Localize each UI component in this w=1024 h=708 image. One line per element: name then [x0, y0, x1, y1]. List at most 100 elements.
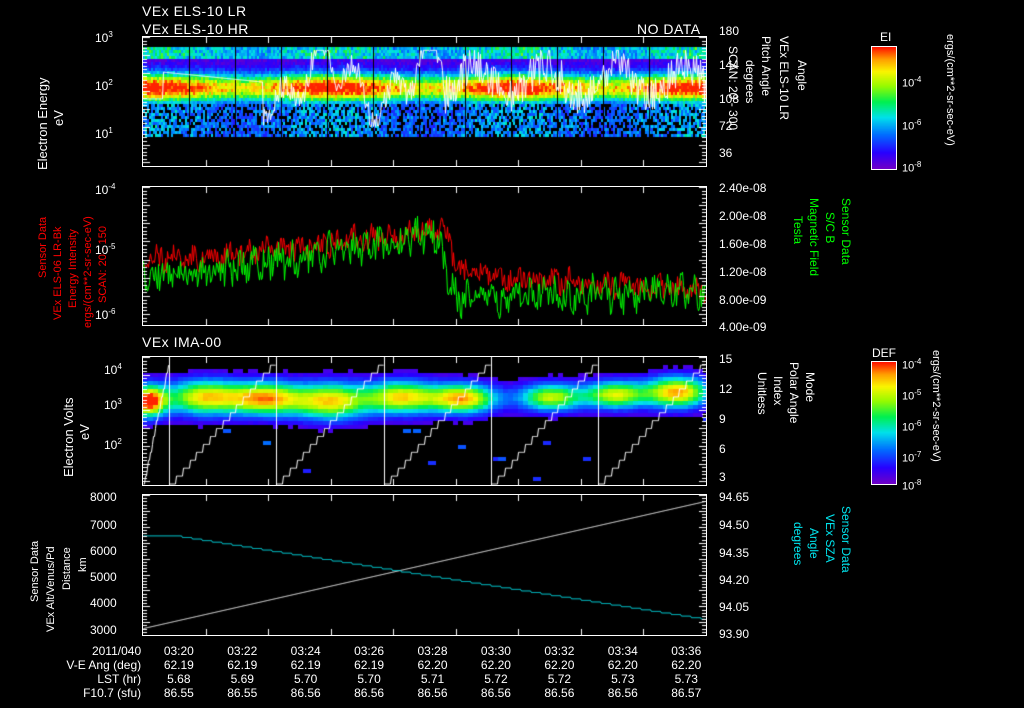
- panel1-plot-area[interactable]: [142, 36, 707, 167]
- table-row: V-E Ang (deg) 62.19 62.19 62.19 62.19 62.20 62…: [8, 658, 718, 672]
- table-cell: 86.56: [354, 686, 385, 700]
- panel4-ytick-right-1: 94.65: [719, 490, 750, 504]
- table-cell: 62.19: [227, 658, 258, 672]
- table-cell: 5.73: [674, 672, 698, 686]
- panel2-ylabel-right-tesla: Tesla: [791, 216, 805, 245]
- panel3-ytick-1e4: 104: [104, 362, 122, 377]
- panel4-ytick-right-2: 94.50: [719, 518, 750, 532]
- panel1-title-hr: VEx ELS-10 HR: [142, 21, 249, 37]
- panel3-ytick-right-6: 6: [719, 442, 726, 456]
- table-cell: 62.20: [480, 658, 511, 672]
- panel2-ytick-right-4: 1.20e-08: [719, 265, 767, 279]
- panel3-ytick-right-12: 12: [719, 382, 733, 396]
- panel2-plot-area[interactable]: [142, 186, 707, 326]
- table-cell: 62.19: [290, 658, 321, 672]
- table-cell: 5.70: [294, 672, 318, 686]
- panel4-ylabel-right-angle: Angle: [807, 528, 821, 559]
- panel2-ylabel-instrument: VEx ELS-06 LR-Bk: [52, 226, 64, 320]
- panel3-ytick-right-3: 3: [719, 470, 726, 484]
- panel4-plot-area[interactable]: [142, 494, 707, 636]
- panel3-ylabel-right-index: Index: [771, 376, 785, 406]
- panel1-ytick-1000: 103: [95, 30, 113, 45]
- panel3-colorbar-title: DEF: [872, 346, 896, 360]
- panel4-ytick-8000: 8000: [90, 490, 117, 504]
- panel1-colorbar-tick-1: 10-4: [902, 75, 922, 90]
- panel4-ytick-right-6: 93.90: [719, 627, 750, 641]
- table-cell: 86.56: [417, 686, 448, 700]
- panel2-ylabel-units: ergs/(cm**2-sr-sec-eV): [82, 216, 94, 328]
- table-cell: 86.55: [163, 686, 194, 700]
- panel2-ytick-1e-6: 10-6: [95, 307, 116, 322]
- panel4-ytick-right-5: 94.05: [719, 600, 750, 614]
- panel3-ylabel-right-polar-angle: Polar Angle: [787, 362, 801, 424]
- table-row-label: F10.7 (sfu): [83, 686, 142, 700]
- table-cell: 5.71: [420, 672, 445, 686]
- panel4-ylabel-distance: Distance: [61, 547, 73, 590]
- panel1-ylabel-right-scan: SCAN: 20 - 300: [726, 46, 740, 131]
- panel3-plot-area[interactable]: [142, 356, 707, 486]
- table-cell: 86.57: [671, 686, 702, 700]
- table-cell: 5.68: [167, 672, 191, 686]
- table-row: LST (hr) 5.68 5.69 5.70 5.70 5.71 5.72 5.72 5.73…: [8, 672, 718, 686]
- table-cell: 62.20: [607, 658, 638, 672]
- panel4-ylabel-right-sza: VEx SZA: [823, 514, 837, 563]
- table-cell: 86.56: [480, 686, 511, 700]
- table-cell: 5.70: [357, 672, 381, 686]
- panel3-colorbar[interactable]: [871, 361, 897, 485]
- panel1-colorbar[interactable]: [871, 46, 897, 170]
- table-cell: 03:34: [607, 644, 638, 658]
- table-cell: 5.73: [611, 672, 635, 686]
- table-cell: 03:24: [290, 644, 321, 658]
- table-cell: 86.56: [544, 686, 575, 700]
- panel4-ytick-right-3: 94.35: [719, 546, 750, 560]
- table-cell: 86.56: [290, 686, 321, 700]
- panel1-title-lr: VEx ELS-10 LR: [142, 3, 247, 19]
- panel3-ylabel-left: Electron Volts: [61, 397, 76, 478]
- panel1-ytick-right-144: 144: [719, 58, 740, 72]
- table-cell: 62.19: [354, 658, 385, 672]
- panel4-ylabel-km: km: [77, 557, 89, 572]
- table-cell: 03:26: [354, 644, 385, 658]
- panel3-ytick-right-9: 9: [719, 412, 726, 426]
- panel1-ylabel-right-degrees: degrees: [743, 60, 757, 104]
- panel4-ylabel-right-sensor: Sensor Data: [839, 506, 853, 573]
- panel2-ytick-right-1: 2.40e-08: [719, 181, 767, 195]
- table-row-label: 2011/040: [91, 644, 142, 658]
- panel2-ylabel-right-sensor: Sensor Data: [839, 198, 853, 265]
- panel1-ylabel-right-angle: Angle: [795, 60, 809, 91]
- panel3-ytick-1e3: 103: [104, 397, 122, 412]
- table-cell: 86.55: [227, 686, 258, 700]
- table-cell: 03:32: [544, 644, 575, 658]
- panel1-no-data-flag: NO DATA: [637, 21, 701, 37]
- panel2-ytick-right-3: 1.60e-08: [719, 237, 767, 251]
- table-cell: 62.20: [417, 658, 448, 672]
- panel1-ytick-100: 102: [95, 78, 113, 93]
- panel2-ytick-right-5: 8.00e-09: [719, 293, 767, 307]
- panel1-colorbar-tick-2: 10-6: [902, 118, 922, 133]
- bottom-parameter-table: 2011/040 03:20 03:22 03:24 03:26 03:28 03:30 03…: [8, 644, 718, 700]
- panel3-colorbar-tick-1: 10-4: [902, 357, 922, 372]
- panel3-colorbar-units: ergs/(cm**2-sr-sec-eV): [930, 350, 942, 462]
- panel2-ytick-right-6: 4.00e-09: [719, 320, 767, 334]
- panel1-ylabel-right-pitch: Pitch Angle: [759, 36, 773, 97]
- panel4-ytick-right-4: 94.20: [719, 573, 750, 587]
- panel1-ytick-right-72: 72: [719, 119, 733, 133]
- table-cell: 62.20: [671, 658, 702, 672]
- panel3-title: VEx IMA-00: [142, 334, 222, 350]
- table-cell: 5.69: [230, 672, 254, 686]
- table-row-label: V-E Ang (deg): [66, 658, 142, 672]
- table-row: 2011/040 03:20 03:22 03:24 03:26 03:28 03:30 03…: [8, 644, 718, 658]
- panel3-ytick-1e2: 102: [104, 437, 122, 452]
- panel3-yunits-left: eV: [77, 424, 92, 440]
- panel1-ytick-right-36: 36: [719, 146, 733, 160]
- table-row: F10.7 (sfu) 86.55 86.55 86.56 86.56 86.56 86.5…: [8, 686, 718, 700]
- panel3-colorbar-tick-5: 10-8: [902, 478, 922, 493]
- panel2-ylabel-energy-intensity: Energy Intensity: [67, 229, 79, 308]
- panel2-ytick-right-2: 2.00e-08: [719, 209, 767, 223]
- panel2-ylabel-right-magfield: Magnetic Field: [807, 198, 821, 277]
- table-cell: 62.20: [544, 658, 575, 672]
- panel1-ytick-right-108: 108: [719, 92, 740, 106]
- table-cell: 03:20: [163, 644, 194, 658]
- panel4-ytick-4000: 4000: [90, 596, 117, 610]
